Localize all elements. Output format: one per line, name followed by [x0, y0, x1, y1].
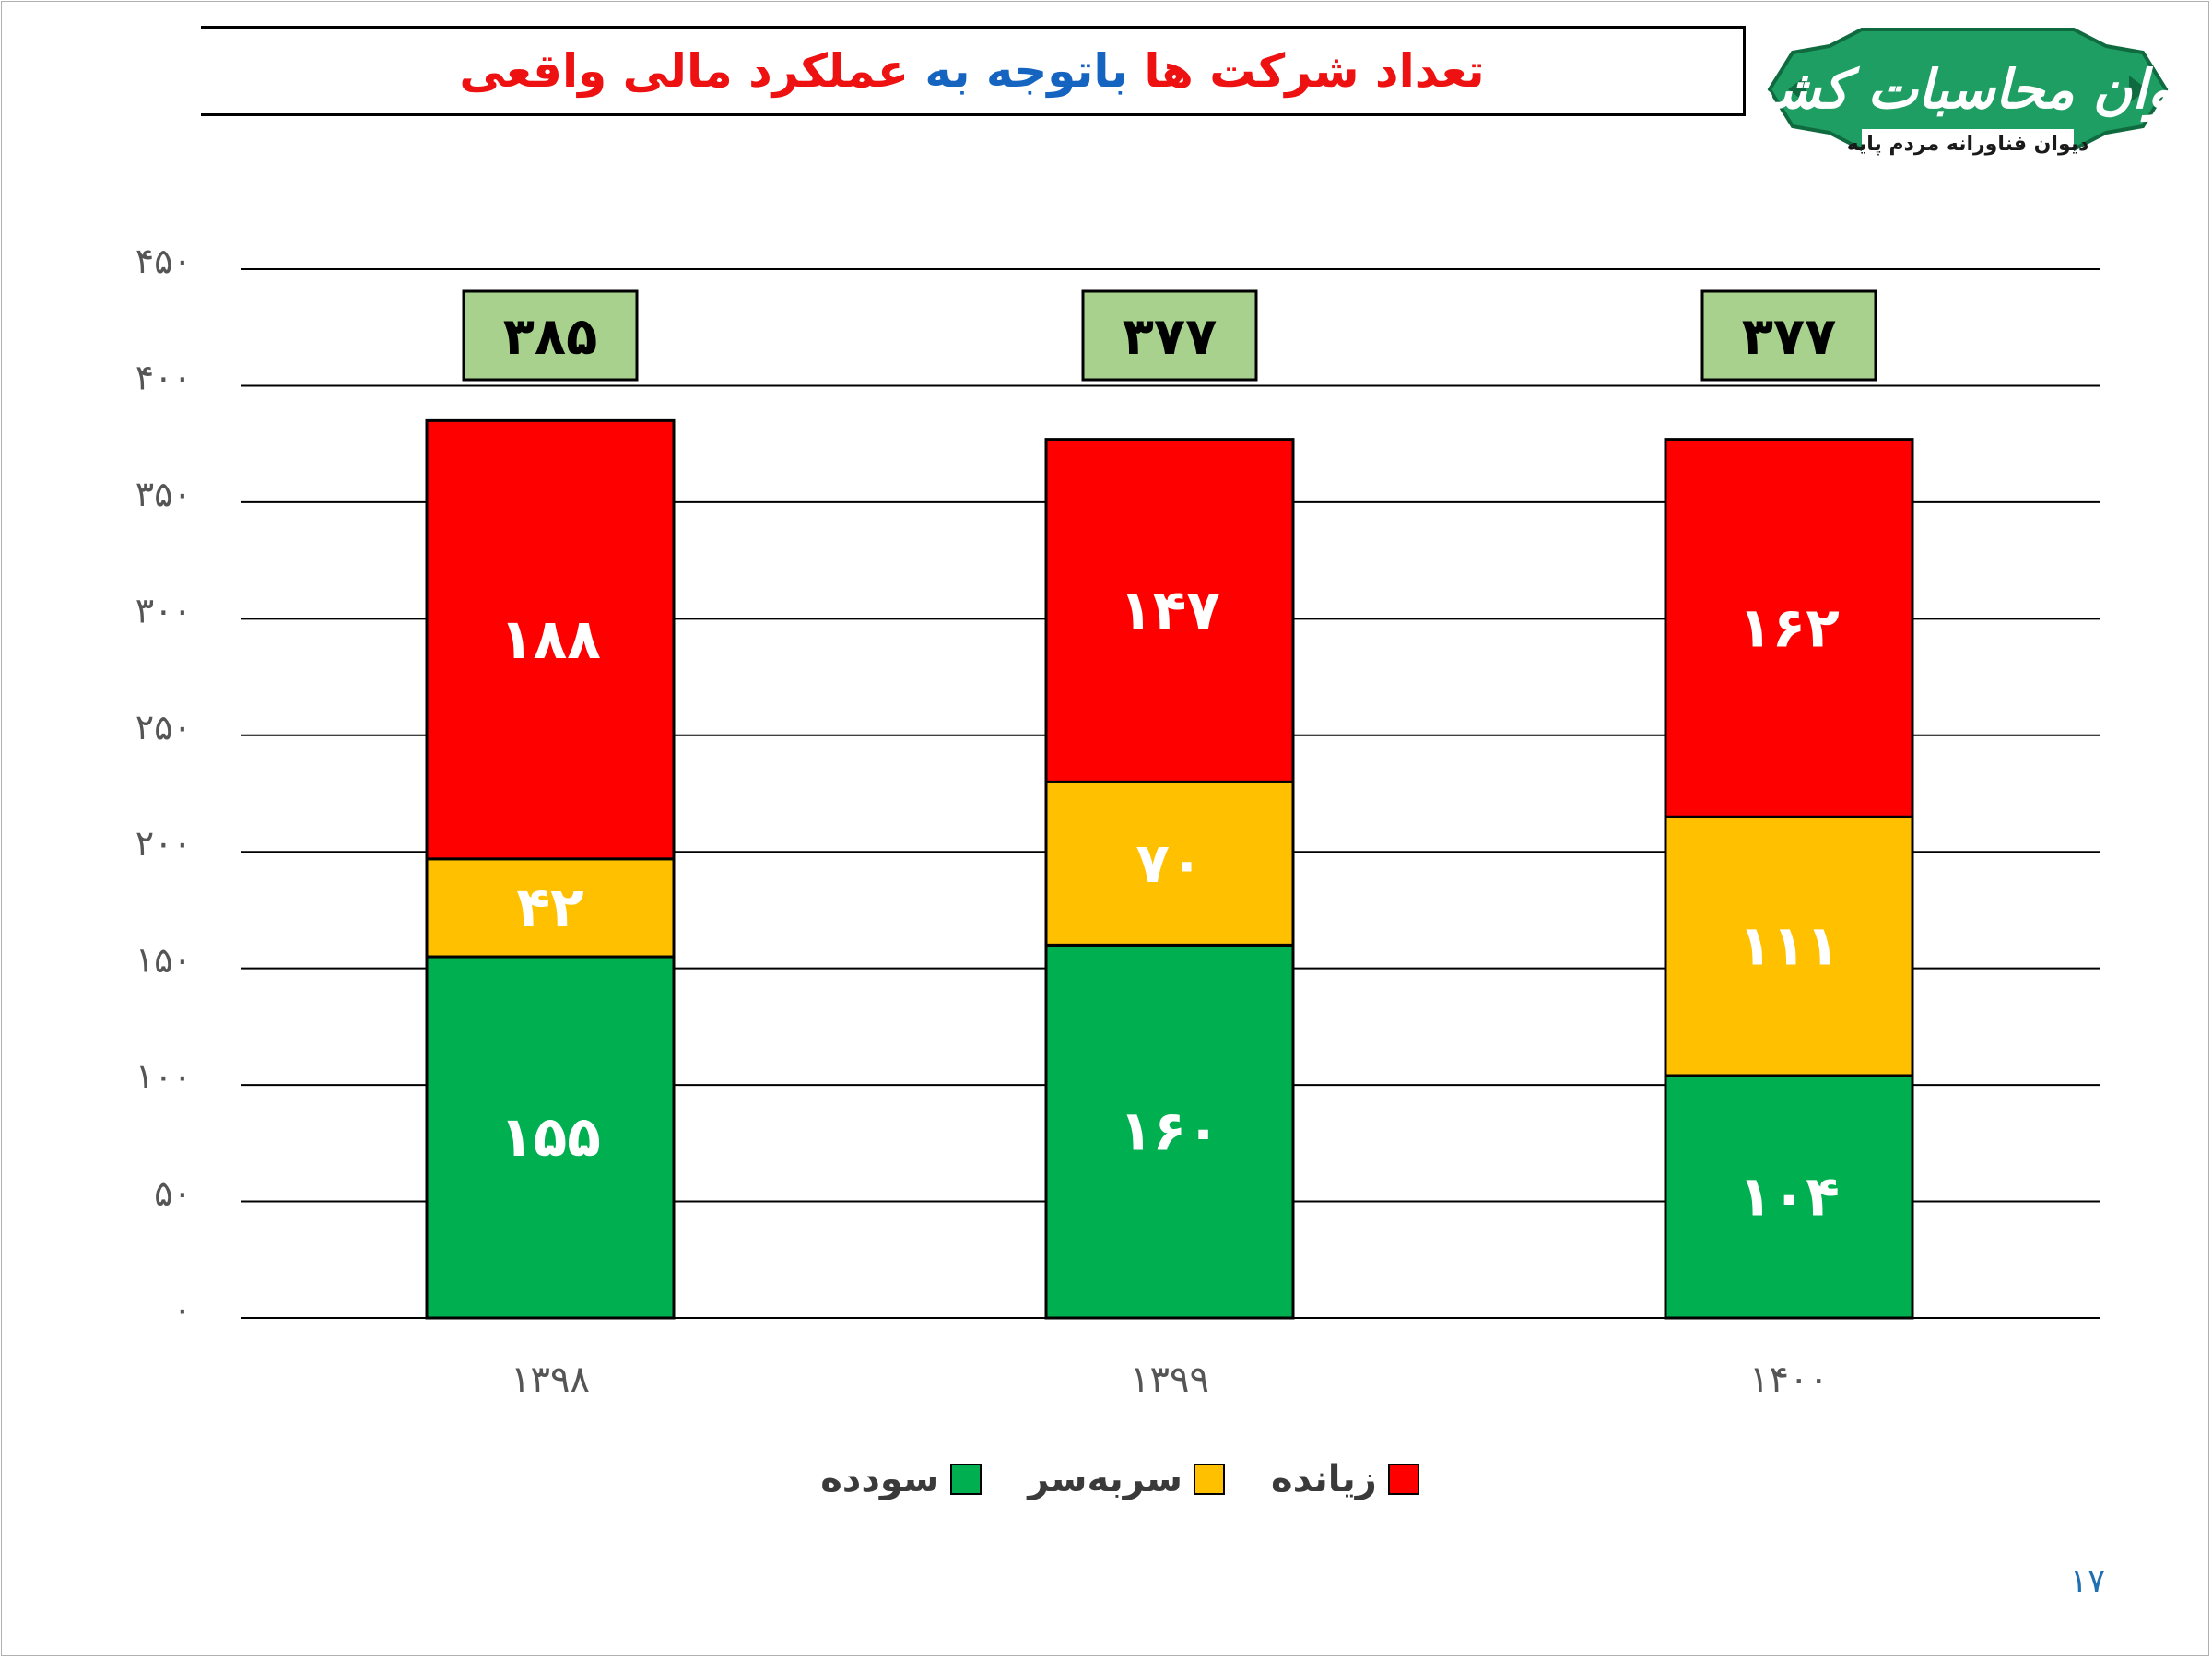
- bars: ۱۵۵ ۴۲ ۱۸۸ ۳۸۵ ۱۶۰ ۷۰ ۱۴۷ ۳۷۷ ۱۰۴ ۱۱۱ ۱۶۲ ۳۷۷: [425, 289, 1914, 1320]
- bar-segment-1-0: [1044, 943, 1295, 1320]
- logo-main-text: دیوان محاسبات کشور: [1751, 58, 2184, 123]
- bar-segment-0-0: [425, 955, 676, 1320]
- title-part-2: باتوجه به: [909, 44, 1128, 98]
- legend-label-profit: سودده: [820, 1458, 940, 1500]
- y-tick-label-200: ۲۰۰: [135, 823, 192, 864]
- total-label-2: ۳۷۷: [1742, 307, 1837, 367]
- bar-segment-2-1: [1664, 815, 1914, 1077]
- logo-subtext-band: [1862, 129, 2074, 157]
- bar-segment-1-2: [1044, 438, 1295, 783]
- data-label-0-1: ۴۲: [516, 876, 583, 940]
- x-tick-label-1: ۱۳۹۹: [1130, 1359, 1209, 1401]
- legend-swatch-profit: [950, 1464, 982, 1495]
- title-part-3: عملکرد مالی واقعی: [459, 44, 910, 98]
- total-box-1: [1081, 289, 1258, 382]
- bar-segment-2-2: [1664, 438, 1914, 818]
- legend-swatch-loss: [1387, 1464, 1419, 1495]
- y-tick-label-0: ۰: [173, 1289, 192, 1330]
- organization-logo: دیوان محاسبات کشور دیوان فناورانه مردم پ…: [1751, 28, 2184, 157]
- y-axis-tick-labels: ۰ ۵۰ ۱۰۰ ۱۵۰ ۲۰۰ ۲۵۰ ۳۰۰ ۳۵۰ ۴۰۰ ۴۵۰: [135, 241, 192, 1330]
- legend-item-loss: زیانده: [1271, 1458, 1419, 1500]
- y-tick-label-50: ۵۰: [154, 1173, 192, 1214]
- y-tick-label-400: ۴۰۰: [135, 357, 192, 397]
- legend-label-loss: زیانده: [1271, 1458, 1377, 1500]
- data-label-2-2: ۱۶۲: [1738, 595, 1840, 660]
- total-box-2: [1700, 289, 1877, 382]
- y-tick-label-250: ۲۵۰: [135, 707, 192, 747]
- y-tick-label-450: ۴۵۰: [135, 241, 192, 281]
- bar-segment-0-2: [425, 418, 676, 861]
- page-number: ۱۷: [2069, 1562, 2106, 1600]
- data-label-1-1: ۷۰: [1135, 831, 1203, 896]
- x-axis-tick-labels: ۱۳۹۸ ۱۳۹۹ ۱۴۰۰: [511, 1359, 1829, 1401]
- data-label-1-0: ۱۶۰: [1119, 1100, 1220, 1164]
- legend-item-profit: سودده: [820, 1458, 982, 1500]
- total-label-1: ۳۷۷: [1123, 307, 1218, 367]
- data-label-2-1: ۱۱۱: [1738, 914, 1840, 979]
- data-label-2-0: ۱۰۴: [1738, 1164, 1840, 1229]
- bar-segment-0-1: [425, 857, 676, 959]
- title-box: تعداد شرکت ها باتوجه به عملکرد مالی واقع…: [201, 26, 1746, 116]
- data-label-0-0: ۱۵۵: [500, 1105, 601, 1170]
- data-label-1-2: ۱۴۷: [1119, 578, 1220, 642]
- legend-item-breakeven: سربه‌سر: [1028, 1458, 1225, 1500]
- data-label-0-2: ۱۸۸: [500, 607, 601, 672]
- bar-segment-2-0: [1664, 1074, 1914, 1320]
- y-tick-label-300: ۳۰۰: [135, 590, 192, 630]
- bar-segment-1-1: [1044, 780, 1295, 947]
- total-label-0: ۳۸۵: [503, 307, 598, 367]
- legend-label-breakeven: سربه‌سر: [1028, 1458, 1182, 1500]
- logo-sub-text: دیوان فناورانه مردم پایه: [1847, 133, 2089, 156]
- y-tick-label-150: ۱۵۰: [135, 940, 192, 981]
- x-tick-label-2: ۱۴۰۰: [1749, 1359, 1829, 1401]
- legend-swatch-breakeven: [1194, 1464, 1225, 1495]
- legend: زیانده سربه‌سر سودده: [783, 1452, 1456, 1507]
- y-tick-label-350: ۳۵۰: [135, 474, 192, 514]
- total-box-0: [462, 289, 639, 382]
- y-tick-label-100: ۱۰۰: [135, 1056, 192, 1097]
- slide-title: تعداد شرکت ها باتوجه به عملکرد مالی واقع…: [459, 44, 1484, 98]
- x-tick-label-0: ۱۳۹۸: [511, 1359, 590, 1401]
- logo-emblem-shape: [1767, 28, 2169, 151]
- title-part-1: تعداد شرکت ها: [1127, 44, 1485, 98]
